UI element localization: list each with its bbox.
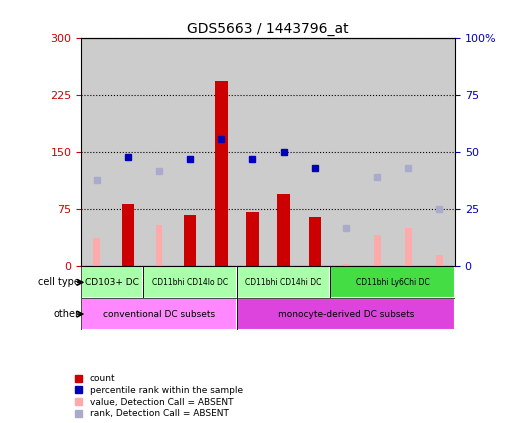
Text: monocyte-derived DC subsets: monocyte-derived DC subsets	[278, 310, 414, 319]
Bar	[393, 38, 424, 266]
Bar	[277, 194, 290, 266]
Bar	[436, 255, 443, 266]
Bar	[268, 38, 299, 266]
Bar	[299, 38, 331, 266]
Bar	[184, 215, 196, 266]
Bar	[237, 266, 331, 298]
Bar	[246, 212, 259, 266]
Bar	[112, 38, 143, 266]
Bar	[309, 217, 321, 266]
Bar	[206, 38, 237, 266]
Bar	[175, 38, 206, 266]
Text: cell type: cell type	[38, 277, 79, 287]
Legend: count, percentile rank within the sample, value, Detection Call = ABSENT, rank, : count, percentile rank within the sample…	[75, 374, 243, 418]
Bar	[361, 38, 393, 266]
Bar	[143, 266, 237, 298]
Bar	[237, 298, 455, 330]
Bar	[343, 264, 349, 266]
Bar	[237, 38, 268, 266]
Bar	[121, 204, 134, 266]
Text: other: other	[53, 309, 79, 319]
Bar	[81, 38, 112, 266]
Title: GDS5663 / 1443796_at: GDS5663 / 1443796_at	[187, 22, 349, 36]
Bar	[81, 266, 143, 298]
Text: CD11bhi Ly6Chi DC: CD11bhi Ly6Chi DC	[356, 278, 429, 287]
Bar	[405, 228, 412, 266]
Text: CD11bhi CD14hi DC: CD11bhi CD14hi DC	[245, 278, 322, 287]
Bar	[331, 38, 361, 266]
Bar	[155, 225, 163, 266]
Text: CD11bhi CD14lo DC: CD11bhi CD14lo DC	[152, 278, 228, 287]
Text: CD103+ DC: CD103+ DC	[85, 278, 139, 287]
Bar	[424, 38, 455, 266]
Text: conventional DC subsets: conventional DC subsets	[103, 310, 215, 319]
Bar	[215, 82, 228, 266]
Bar	[93, 238, 100, 266]
Bar	[143, 38, 175, 266]
Bar	[331, 266, 455, 298]
Bar	[81, 298, 237, 330]
Bar	[373, 234, 381, 266]
